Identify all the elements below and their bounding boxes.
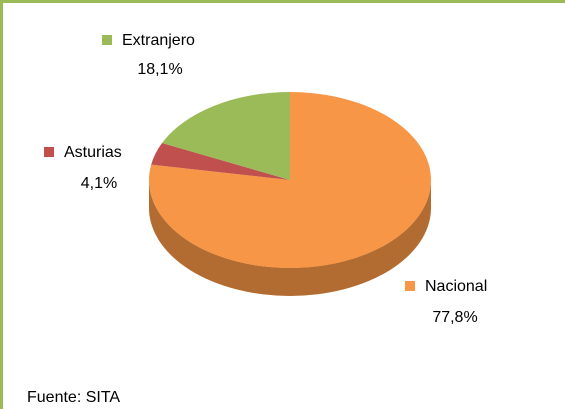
- source-note: Fuente: SITA: [27, 389, 120, 406]
- legend-swatch: [102, 35, 112, 45]
- pie-slice-shade: [149, 180, 431, 296]
- legend-swatch: [44, 147, 54, 157]
- slice-value-label: 77,8%: [432, 309, 477, 326]
- slice-label: Nacional: [425, 278, 487, 295]
- slice-value-label: 4,1%: [81, 175, 117, 192]
- pie-slice: [151, 143, 290, 180]
- slice-label: Extranjero: [122, 32, 195, 49]
- slice-value-label: 18,1%: [137, 61, 182, 78]
- pie-slice: [148, 92, 431, 269]
- slice-label: Asturias: [64, 144, 122, 161]
- legend-swatch: [405, 281, 415, 291]
- pie-slice: [162, 92, 290, 180]
- pie-slice-side: [149, 180, 431, 296]
- pie: [148, 92, 431, 296]
